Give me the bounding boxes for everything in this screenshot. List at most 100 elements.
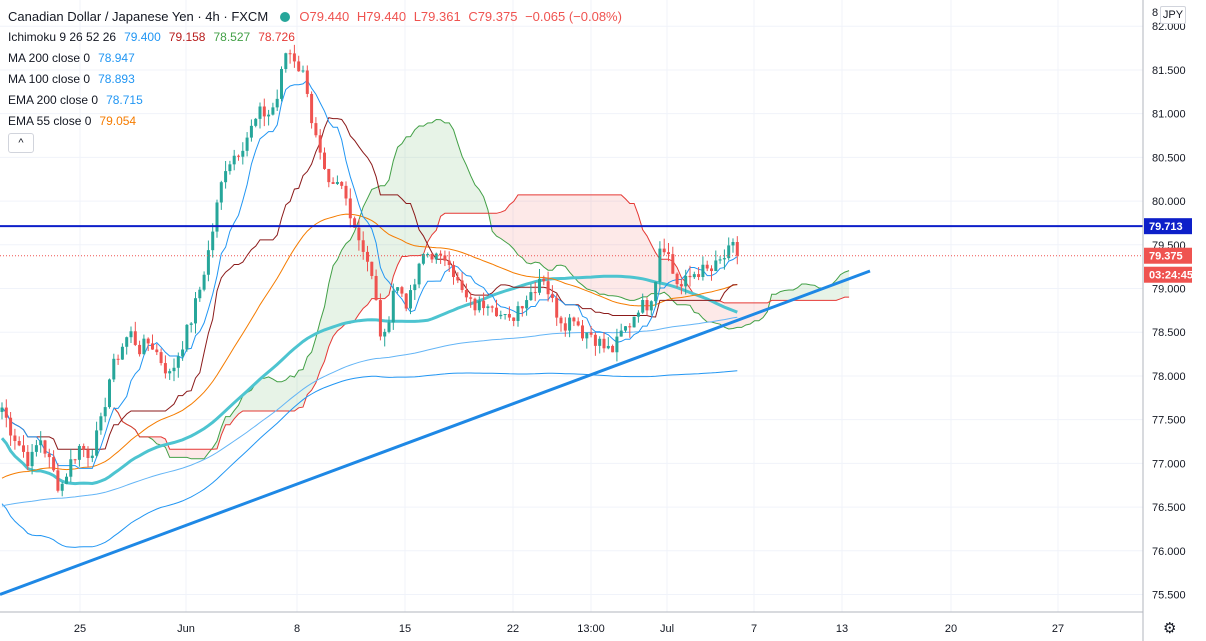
- candle-body: [90, 455, 94, 458]
- cloud-segment: [419, 125, 424, 256]
- candle-body: [13, 435, 17, 441]
- candle-body: [26, 451, 30, 467]
- candle-body: [271, 107, 275, 115]
- cloud-segment: [320, 306, 325, 371]
- candle-body: [606, 345, 610, 349]
- candle-body: [464, 289, 468, 298]
- candle-body: [327, 168, 331, 183]
- indicator-value: 79.400: [124, 30, 161, 44]
- candle-body: [443, 255, 447, 261]
- candle-body: [0, 407, 4, 412]
- candle-body: [611, 345, 615, 353]
- candle-body: [525, 300, 529, 309]
- cloud-segment: [221, 416, 226, 436]
- cloud-segment: [191, 449, 196, 459]
- gear-icon[interactable]: ⚙: [1163, 620, 1177, 637]
- indicator-row[interactable]: EMA 200 close 0 78.715: [8, 90, 626, 111]
- cloud-segment: [702, 296, 708, 323]
- candle-body: [275, 98, 279, 108]
- candle-body: [490, 306, 494, 308]
- cloud-segment: [393, 147, 398, 277]
- indicator-row[interactable]: EMA 55 close 0 79.054: [8, 111, 626, 132]
- cloud-segment: [169, 449, 174, 458]
- cloud-segment: [440, 119, 445, 217]
- candle-body: [477, 300, 481, 311]
- candle-body: [546, 281, 550, 295]
- cloud-segment: [556, 194, 561, 266]
- candle-body: [520, 306, 524, 309]
- collapse-legend-button[interactable]: ^: [8, 133, 34, 153]
- indicator-row[interactable]: MA 100 close 0 78.893: [8, 69, 626, 90]
- candle-body: [667, 252, 670, 255]
- cloud-segment: [745, 302, 751, 326]
- candle-body: [95, 430, 99, 456]
- currency-button[interactable]: JPY: [1160, 6, 1186, 24]
- indicator-lines: [0, 79, 850, 548]
- candle-body: [335, 181, 339, 184]
- indicator-row[interactable]: MA 200 close 0 78.947: [8, 48, 626, 69]
- candle-body: [366, 251, 369, 262]
- indicator-row[interactable]: Ichimoku 9 26 52 26 79.400 79.158 78.527 78.…: [8, 27, 626, 48]
- candle-body: [714, 260, 718, 272]
- cloud-segment: [573, 194, 579, 282]
- candle-body: [82, 445, 86, 450]
- cloud-segment: [333, 259, 338, 337]
- cloud-segment: [616, 194, 622, 298]
- cloud-segment: [260, 378, 265, 412]
- candle-body: [232, 155, 236, 165]
- candle-body: [30, 451, 34, 467]
- candle-body: [593, 334, 597, 346]
- cloud-segment: [277, 381, 282, 412]
- candle-body: [576, 321, 580, 326]
- cloud-segment: [806, 283, 811, 301]
- candle-body: [452, 264, 455, 278]
- candle-body: [598, 338, 602, 346]
- candle-body: [572, 317, 576, 322]
- resistance-price-label-bg: [1144, 218, 1192, 235]
- cloud-segment: [492, 213, 497, 237]
- cloud-segment: [715, 300, 721, 325]
- cloud-segment: [599, 194, 604, 295]
- price-tick-label: 82.000: [1152, 21, 1186, 33]
- candle-body: [400, 287, 404, 294]
- cloud-segment: [621, 194, 626, 300]
- cloud-segment: [801, 283, 807, 301]
- candle-body: [228, 164, 232, 172]
- candle-body: [348, 198, 352, 219]
- candle-body: [323, 152, 326, 169]
- cloud-segment: [470, 175, 475, 214]
- cloud-segment: [505, 204, 510, 245]
- cloud-segment: [367, 189, 372, 305]
- candle-body: [116, 358, 120, 360]
- indicator-label: MA 100 close 0: [8, 72, 91, 86]
- cloud-segment: [840, 272, 845, 299]
- cloud-segment: [229, 410, 235, 425]
- candle-body: [675, 273, 679, 285]
- candle-body: [4, 407, 8, 418]
- ma100-line: [0, 274, 738, 486]
- cloud-segment: [586, 194, 592, 291]
- candle-body: [671, 254, 675, 274]
- time-tick-label: 25: [74, 623, 86, 635]
- candle-body: [17, 440, 21, 446]
- symbol-title[interactable]: Canadian Dollar / Japanese Yen · 4h · FX…: [8, 9, 269, 24]
- cloud-segment: [466, 165, 471, 214]
- candle-body: [314, 123, 318, 136]
- indicator-value: 78.715: [106, 93, 143, 107]
- candle-body: [482, 300, 486, 309]
- cloud-segment: [264, 376, 269, 412]
- candle-body: [340, 181, 344, 186]
- cloud-segment: [337, 250, 342, 331]
- candle-body: [254, 118, 258, 126]
- candle-body: [262, 106, 266, 117]
- cloud-segment: [444, 122, 450, 214]
- price-tick-label: 76.500: [1152, 502, 1186, 514]
- candle-body: [77, 445, 81, 460]
- candle-body: [563, 323, 567, 331]
- candle-body: [159, 352, 163, 364]
- cloud-segment: [268, 376, 273, 412]
- candle-body: [284, 53, 288, 69]
- candle-body: [103, 407, 107, 417]
- cloud-segment: [642, 229, 647, 297]
